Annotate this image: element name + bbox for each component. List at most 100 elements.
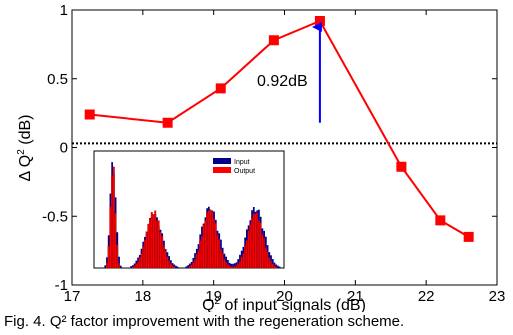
data-point: [314, 16, 325, 26]
inset-bar-output: [221, 253, 224, 269]
data-markers: [84, 16, 474, 242]
inset-bar-input: [273, 262, 276, 268]
inset-bar-output: [207, 210, 210, 269]
inset-bar-output: [200, 236, 203, 269]
inset-bar-output: [161, 236, 164, 269]
inset-bar-output: [169, 263, 172, 269]
inset-bar-output: [152, 214, 155, 269]
inset-bar-output: [147, 223, 150, 269]
x-axis-label: Q2 of input signals (dB): [202, 296, 366, 312]
inset-bar-output: [214, 223, 217, 269]
inset-bar-input: [104, 265, 107, 268]
inset-bar-output: [197, 250, 200, 269]
inset-bar-output: [263, 237, 265, 269]
data-point: [396, 161, 407, 172]
legend-output-swatch: [213, 167, 231, 173]
inset-bars: [104, 162, 281, 269]
inset-bar-output: [235, 265, 238, 269]
x-tick-label: 17: [64, 288, 81, 305]
inset-bar-output: [275, 266, 278, 269]
y-axis-label: Δ Q2 (dB): [16, 115, 34, 182]
inset-bar-output: [230, 266, 233, 269]
inset-bar-input: [173, 264, 176, 268]
inset-bar-output: [140, 253, 143, 269]
inset-bar-input: [176, 266, 179, 268]
chart: 17 18 19 20 21 22 23 -1 -0.5 0 0.5 1 0.92dB Input …: [16, 2, 506, 312]
inset-bar-input: [189, 263, 191, 268]
inset-bar-output: [242, 253, 245, 269]
x-tick-label: 21: [347, 288, 364, 305]
inset-bar-output: [199, 240, 202, 269]
y-tick-labels: -1 -0.5 0 0.5 1: [42, 2, 68, 294]
inset-bar-output: [257, 220, 260, 269]
inset-bar-output: [157, 220, 160, 269]
inset-bar-output: [166, 256, 169, 269]
inset-bar-output: [105, 262, 108, 269]
inset-bar-output: [194, 259, 196, 269]
inset-bar-output: [237, 263, 240, 269]
inset-bar-output: [137, 261, 139, 269]
legend-input-label: Input: [234, 159, 250, 166]
inset-bar-output: [206, 211, 208, 269]
y-tick-label: 0.5: [47, 71, 68, 88]
inset-bar-output: [232, 266, 234, 269]
inset-bar-output: [173, 266, 176, 269]
inset-bar-output: [142, 246, 145, 269]
inset-bar-output: [271, 263, 274, 269]
inset-bar-output: [192, 262, 195, 269]
inset-bar-output: [164, 250, 167, 269]
inset-bar-output: [150, 211, 153, 269]
inset-bar-output: [244, 245, 246, 269]
inset-bar-output: [131, 266, 134, 269]
data-point: [162, 117, 173, 128]
inset-bar-input: [230, 263, 233, 268]
y-tick-label: 0: [60, 140, 68, 157]
x-tick-label: 23: [489, 288, 506, 305]
inset-bar-output: [195, 254, 198, 269]
inset-bar-output: [247, 230, 250, 269]
inset-bar-input: [118, 256, 120, 268]
x-tick-labels: 17 18 19 20 21 22 23: [64, 288, 506, 305]
y-tick-label: -1: [55, 277, 68, 294]
inset-bar-output: [216, 234, 219, 269]
axis-ticks: [71, 9, 498, 286]
inset-bar-output: [162, 245, 165, 269]
data-point: [268, 35, 279, 46]
x-tick-label: 18: [134, 288, 151, 305]
x-tick-label: 19: [205, 288, 222, 305]
inset-bar-output: [159, 231, 162, 269]
inset-bar-output: [273, 265, 276, 269]
inset-bar-input: [187, 265, 189, 268]
inset-bar-input: [235, 262, 238, 268]
legend-output-label: Output: [234, 168, 255, 175]
inset-bar-output: [225, 261, 227, 269]
inset-bar-input: [130, 266, 132, 268]
inset-bar-output: [111, 175, 113, 269]
inset-bar-output: [143, 239, 146, 269]
inset-bar-output: [226, 264, 229, 269]
inset-bar-input: [233, 263, 236, 268]
inset-bar-output: [266, 251, 269, 269]
inset-bar-output: [219, 249, 222, 269]
inset-bar-output: [202, 224, 205, 269]
inset-bar-output: [211, 211, 214, 269]
inset-bar-output: [233, 266, 236, 269]
inset-bar-output: [149, 218, 151, 269]
inset-bar-output: [213, 218, 215, 269]
inset-legend: Input Output: [213, 158, 255, 175]
series-line: [89, 19, 470, 238]
inset-bar-output: [238, 261, 241, 269]
inset-bar-input: [278, 266, 281, 268]
inset-bar-output: [218, 239, 221, 269]
inset-bar-input: [185, 266, 188, 268]
inset-bar-output: [223, 258, 226, 269]
inset-bar-output: [112, 166, 115, 269]
legend-input-swatch: [213, 158, 231, 164]
inset-bar-output: [118, 262, 120, 269]
inset-bar-input: [232, 263, 234, 268]
figure-caption: Fig. 4. Q² factor improvement with the r…: [4, 313, 405, 330]
inset-bar-input: [275, 264, 278, 268]
inset-bar-output: [245, 240, 248, 269]
inset-bar-output: [270, 260, 272, 269]
inset-bar-output: [254, 213, 257, 269]
